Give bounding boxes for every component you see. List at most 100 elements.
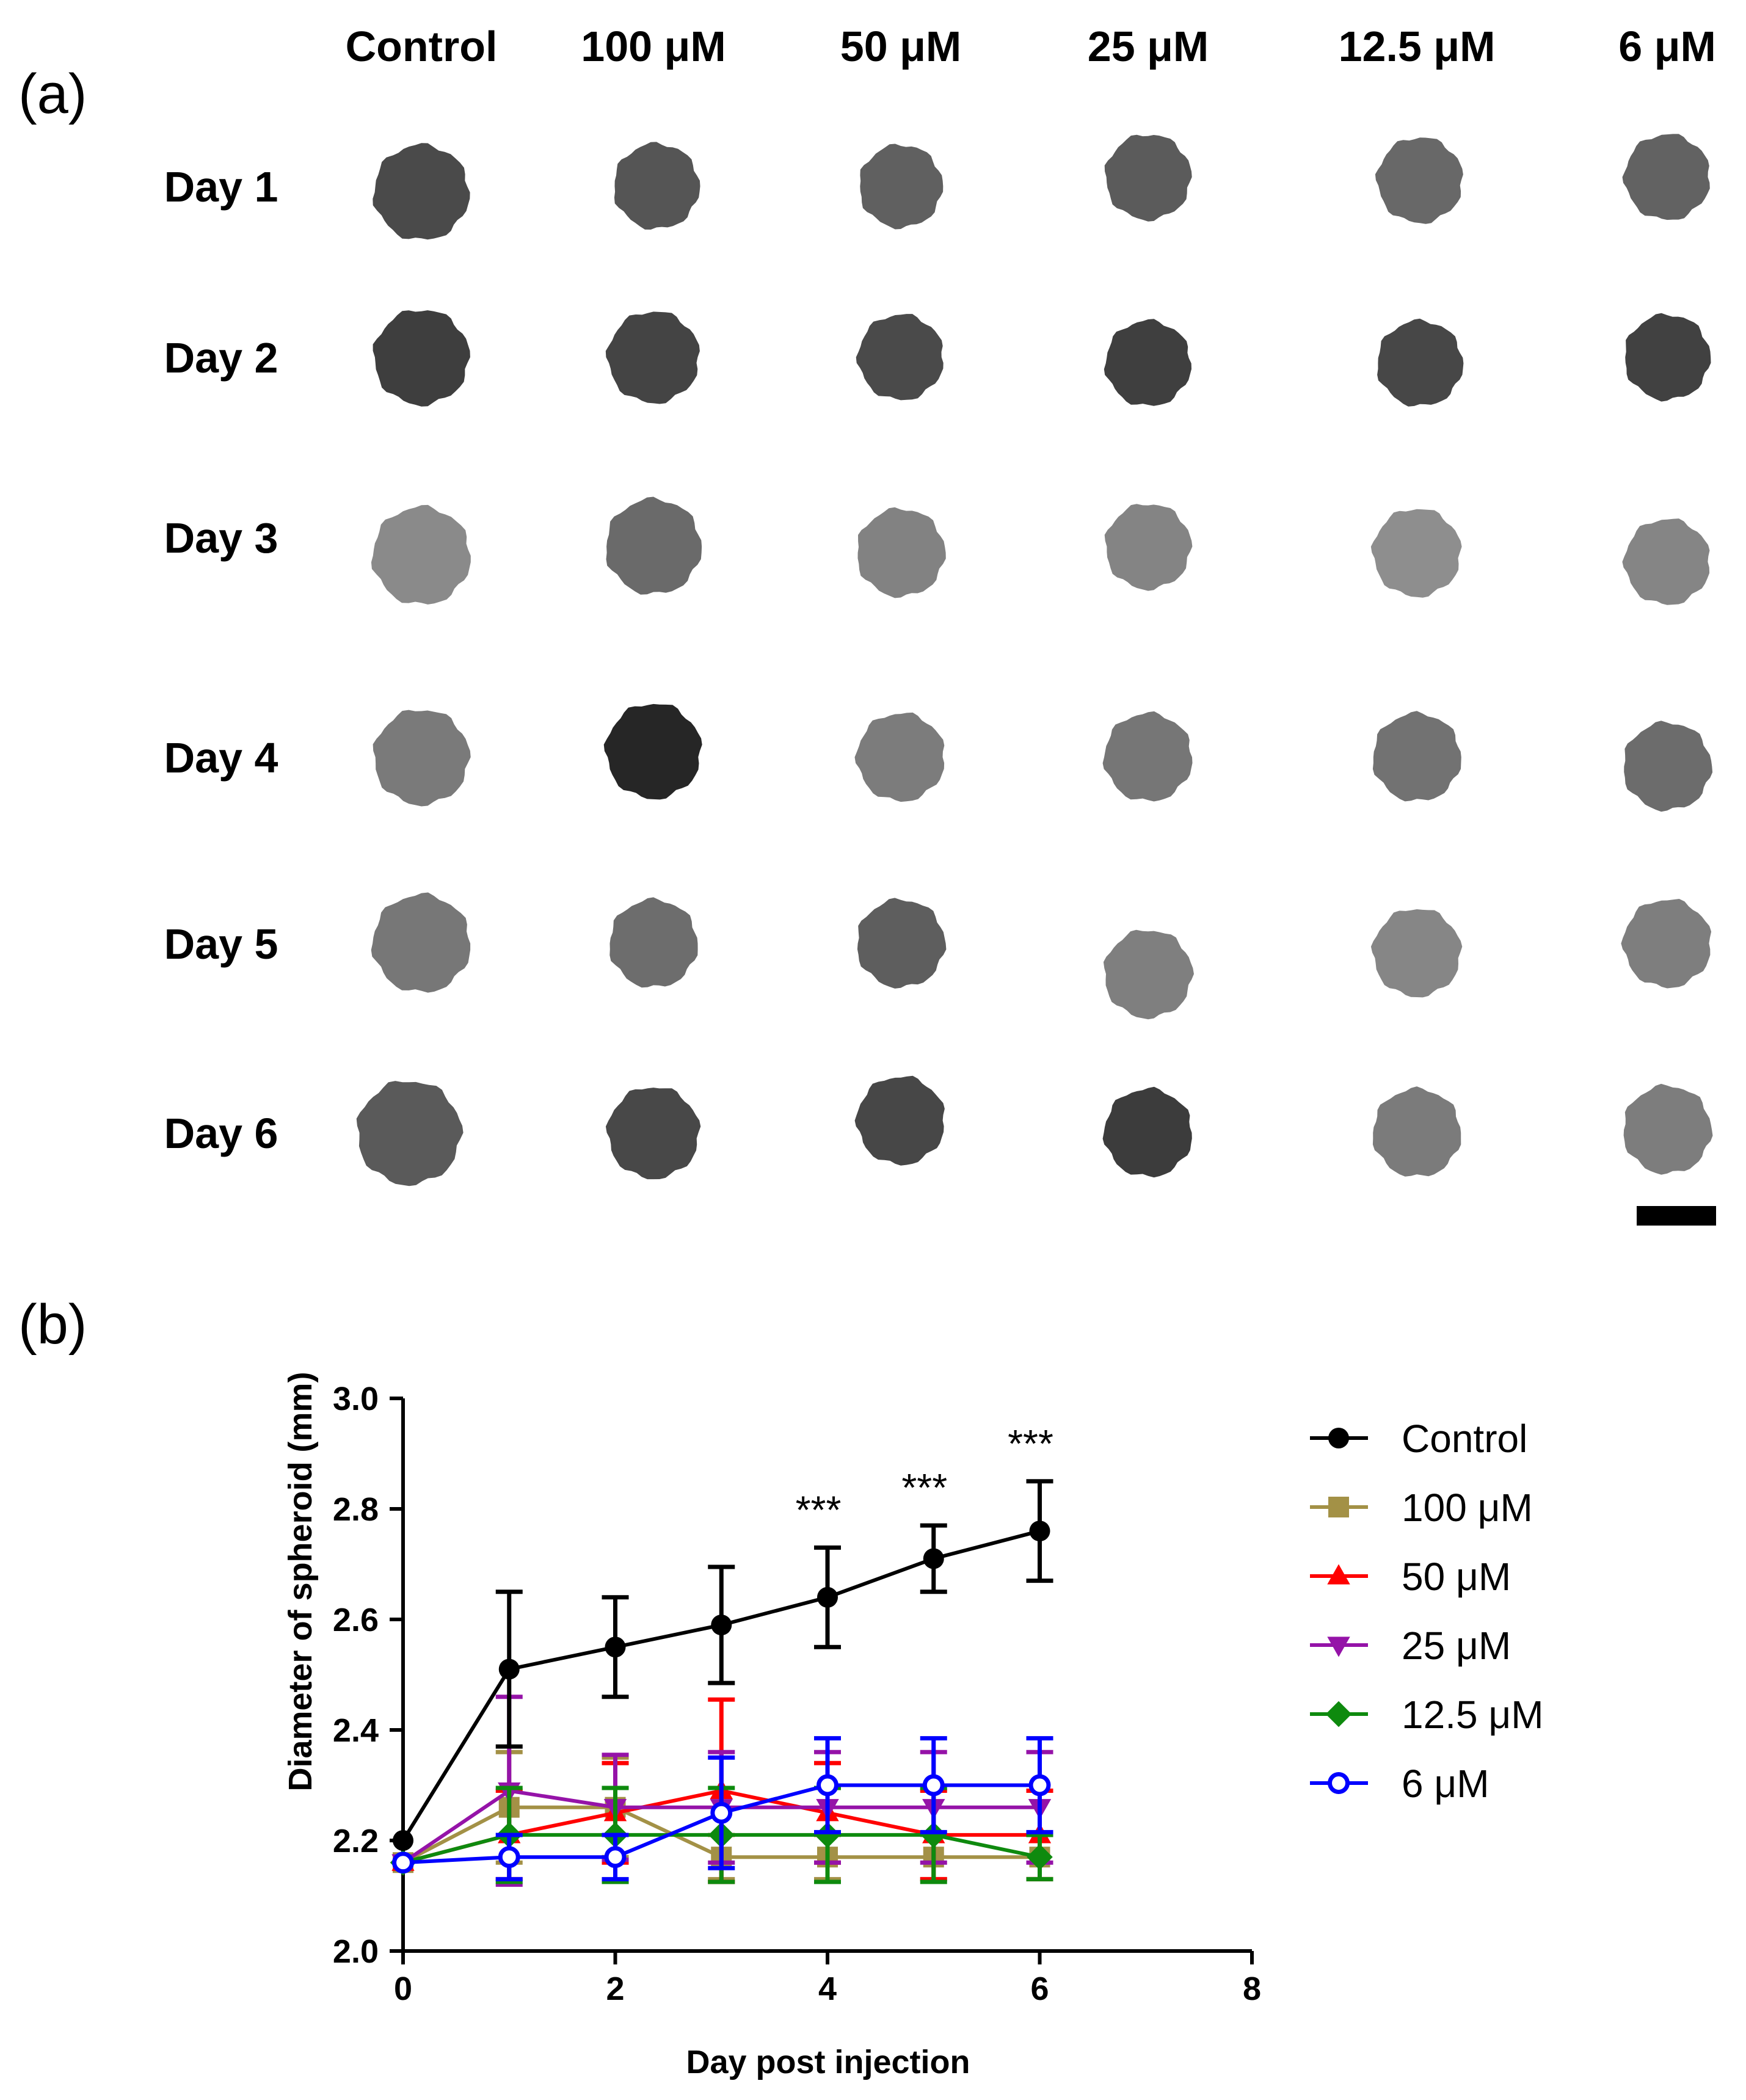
data-point-marker [1325,1701,1352,1728]
data-point-marker [710,1801,733,1824]
legend-label: 100 μM [1402,1486,1533,1530]
spheroid-image [373,710,471,807]
spheroid-image [371,504,471,605]
spheroid-image [1102,1086,1192,1178]
significance-marker: *** [1008,1422,1053,1466]
spheroid-image [1104,319,1191,406]
scale-bar [1637,1206,1716,1226]
column-label: 100 μM [581,23,726,70]
data-point-marker [920,1822,947,1848]
data-point-marker [814,1822,841,1848]
spheroid-image [356,1081,464,1186]
spheroid-image [371,892,471,993]
line-chart: 2.0 2.2 2.4 2.6 2.8 3.0 0 2 4 6 8 *** *** *** Contro… [282,1372,1544,2080]
data-point-marker [604,1846,627,1869]
data-point-marker [922,1774,945,1797]
panel-a-label: (a) [18,63,87,125]
column-label: 6 μM [1618,23,1716,70]
spheroid-image [606,496,702,595]
data-point-marker [1327,1637,1350,1657]
y-tick-label: 2.4 [333,1712,379,1749]
y-tick-label: 2.0 [333,1933,379,1970]
data-point-marker [498,1846,520,1869]
row-label: Day 3 [164,514,278,562]
data-point-marker [605,1637,626,1658]
legend-item: 25 μM [1310,1624,1511,1668]
data-point-marker [498,1659,520,1680]
spheroid-grid [356,134,1713,1186]
spheroid-image [860,144,944,230]
data-point-marker [923,1548,944,1569]
data-point-marker [1328,1772,1350,1794]
panel-b-label: (b) [18,1293,87,1356]
spheroid-image [857,507,946,598]
spheroid-image [856,314,944,401]
spheroid-image [614,142,700,230]
y-tick-label: 3.0 [333,1381,379,1417]
spheroid-image [1370,509,1462,598]
column-label: 25 μM [1088,23,1209,70]
spheroid-image [373,310,470,407]
x-tick-label: 4 [818,1971,837,2007]
spheroid-image [1104,504,1193,591]
chart-axes: 2.0 2.2 2.4 2.6 2.8 3.0 0 2 4 6 8 [333,1381,1261,2007]
row-labels: Day 1 Day 2 Day 3 Day 4 Day 5 Day 6 [164,163,278,1157]
legend-label: 25 μM [1402,1624,1511,1668]
significance-marker: *** [796,1488,842,1531]
y-tick-label: 2.6 [333,1602,379,1638]
series-control [393,1479,1053,1851]
data-point-marker [1029,1521,1050,1542]
spheroid-image [854,1075,945,1166]
data-point-marker [1028,1774,1051,1797]
y-tick-label: 2.2 [333,1823,379,1859]
legend-label: Control [1402,1417,1527,1461]
spheroid-image [1622,134,1710,220]
legend-item: 6 μM [1310,1762,1490,1806]
column-labels: Control 100 μM 50 μM 25 μM 12.5 μM 6 μM [346,23,1716,70]
spheroid-image [857,898,947,989]
spheroid-image [605,1088,701,1180]
spheroid-image [609,897,698,988]
data-point-marker [1327,1564,1350,1585]
spheroid-image [373,143,470,240]
spheroid-image [1377,318,1464,407]
spheroid-image [1375,137,1463,224]
legend-label: 12.5 μM [1402,1693,1544,1737]
data-point-marker [817,1774,838,1797]
x-tick-label: 8 [1243,1971,1261,2007]
row-label: Day 2 [164,334,278,382]
spheroid-image [1103,929,1194,1020]
chart-series [390,1479,1053,1887]
data-point-marker [817,1586,838,1608]
data-point-marker [1027,1844,1053,1870]
row-label: Day 6 [164,1110,278,1157]
data-point-marker [1328,1497,1349,1517]
spheroid-image [603,703,702,800]
row-label: Day 4 [164,734,278,782]
legend-item: 100 μM [1310,1486,1533,1530]
column-label: 50 μM [840,23,961,70]
data-point-marker [392,1851,414,1874]
column-label: 12.5 μM [1339,23,1496,70]
spheroid-image [1104,134,1192,222]
legend-label: 50 μM [1402,1555,1511,1599]
legend-item: 50 μM [1310,1555,1511,1599]
x-tick-label: 0 [394,1971,412,2007]
data-point-marker [393,1830,413,1851]
y-tick-label: 2.8 [333,1491,379,1528]
row-label: Day 5 [164,920,278,968]
x-tick-label: 6 [1030,1971,1049,2007]
legend-item: 12.5 μM [1310,1693,1544,1737]
spheroid-image [1372,1086,1461,1177]
column-label: Control [346,23,498,70]
spheroid-image [1621,899,1712,989]
legend-item: Control [1310,1417,1527,1461]
significance-marker: *** [901,1466,947,1510]
x-axis-title: Day post injection [686,2044,970,2080]
spheroid-image [1624,721,1713,812]
row-label: Day 1 [164,163,278,211]
spheroid-image [1625,313,1711,402]
spheroid-image [1102,711,1193,802]
spheroid-image [1622,518,1710,605]
